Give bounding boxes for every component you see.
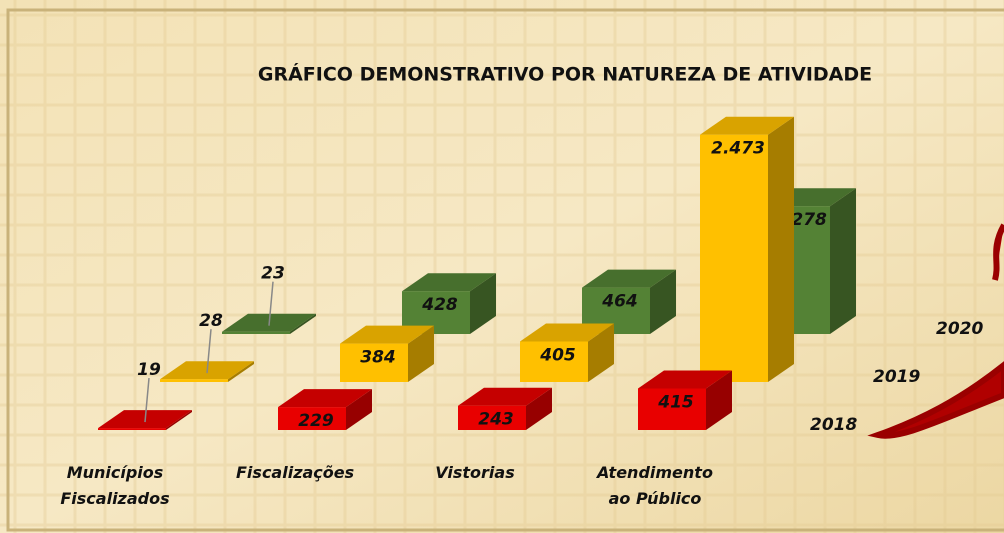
x-tick-label: Vistorias bbox=[416, 460, 534, 486]
x-tick-label: Fiscalizações bbox=[236, 460, 354, 486]
value-label: 384 bbox=[360, 348, 396, 368]
chart-svg: GRÁFICO DEMONSTRATIVO POR NATUREZA DE AT… bbox=[0, 0, 1004, 533]
series-label: 2018 bbox=[810, 415, 857, 435]
value-label: 19 bbox=[137, 360, 161, 380]
x-tick-label: Municípios Fiscalizados bbox=[56, 460, 174, 512]
value-label: 23 bbox=[261, 264, 285, 284]
bar bbox=[98, 428, 166, 430]
chart: GRÁFICO DEMONSTRATIVO POR NATUREZA DE AT… bbox=[0, 0, 1004, 533]
bar-side bbox=[768, 117, 794, 382]
bar-side bbox=[830, 188, 856, 334]
value-label: 464 bbox=[601, 292, 638, 312]
bar bbox=[160, 379, 228, 382]
x-tick-label: Atendimento ao Público bbox=[596, 460, 714, 512]
value-label: 428 bbox=[421, 295, 458, 315]
value-label: 2.473 bbox=[711, 139, 765, 159]
bar bbox=[222, 332, 290, 334]
value-label: 405 bbox=[539, 346, 576, 366]
series-label: 2019 bbox=[873, 367, 920, 387]
series-label: 2020 bbox=[936, 319, 983, 339]
value-label: 415 bbox=[657, 393, 694, 413]
value-label: 243 bbox=[478, 410, 514, 430]
value-label: 28 bbox=[199, 311, 223, 331]
value-label: 229 bbox=[298, 411, 334, 431]
bar bbox=[700, 135, 768, 382]
chart-title: GRÁFICO DEMONSTRATIVO POR NATUREZA DE AT… bbox=[258, 63, 872, 86]
